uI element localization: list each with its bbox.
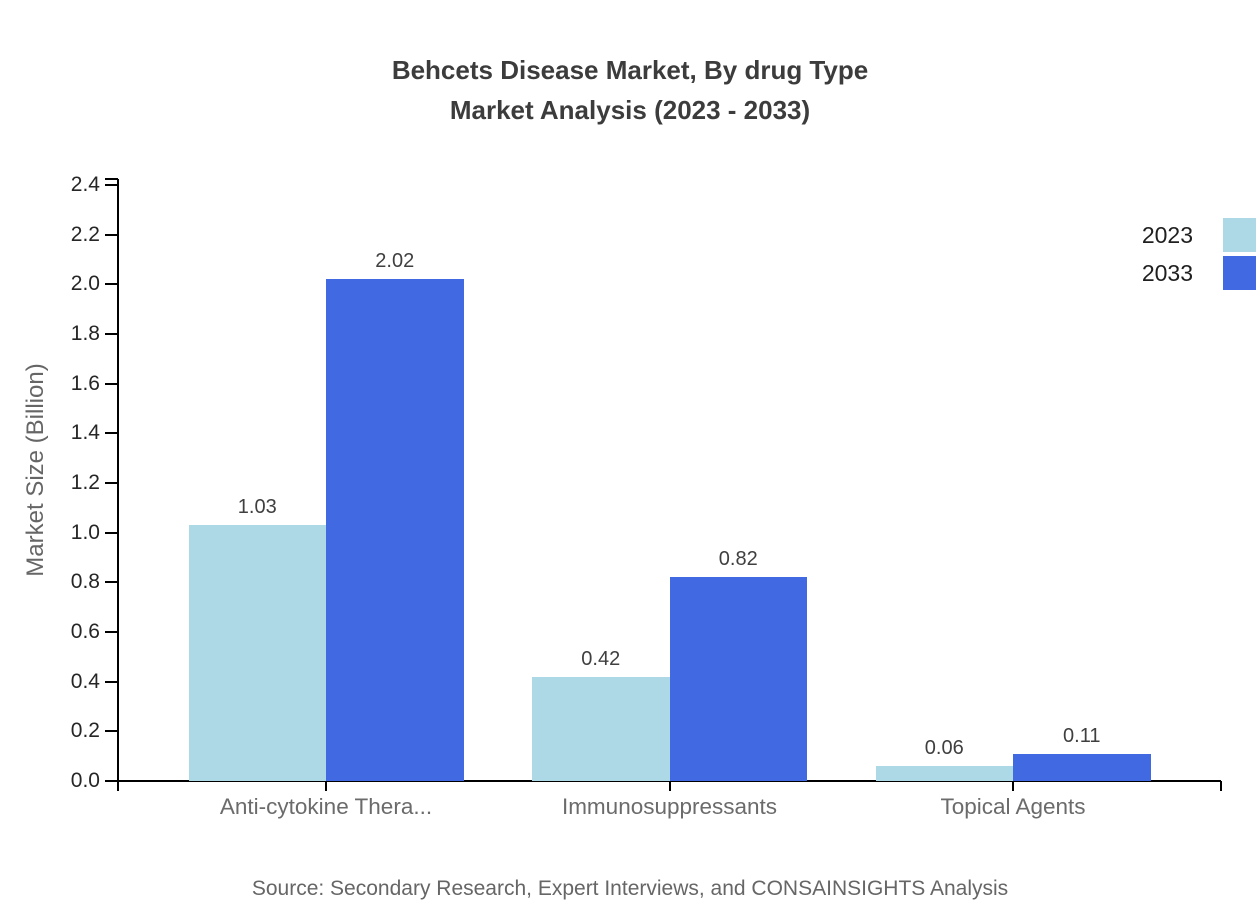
y-tick-label: 1.4 [70, 421, 100, 445]
y-tick [105, 730, 118, 733]
x-category-label: Topical Agents [940, 794, 1086, 819]
y-tick-label: 0.0 [70, 769, 100, 792]
legend-item-2023[interactable]: 2023 [1142, 218, 1256, 252]
legend-swatch [1223, 256, 1256, 290]
y-tick [105, 531, 118, 534]
y-axis-end-tick [105, 178, 118, 180]
x-tick [1220, 781, 1222, 791]
bar-value-label: 2.02 [375, 250, 415, 273]
legend-swatch [1223, 218, 1256, 252]
y-tick [105, 482, 118, 484]
y-tick-label: 0.8 [70, 570, 100, 594]
y-tick [105, 382, 118, 385]
bar-2033 [1013, 753, 1151, 781]
legend: 2023 2033 [1142, 218, 1256, 294]
bar-value-label: 0.11 [1063, 724, 1101, 747]
x-tick [668, 781, 671, 791]
chart-title: Behcets Disease Market, By drug Type Mar… [0, 50, 1260, 130]
bar-2023 [875, 766, 1013, 781]
x-tick [325, 781, 327, 791]
y-tick [105, 780, 118, 782]
bar-value-label: 0.42 [581, 647, 621, 670]
y-tick [105, 631, 118, 633]
legend-label: 2033 [1141, 259, 1193, 286]
y-tick [105, 581, 118, 584]
y-tick [105, 333, 118, 335]
y-axis-line [117, 179, 119, 791]
y-tick-label: 0.2 [70, 719, 100, 743]
y-tick-label: 1.2 [70, 471, 100, 494]
source-note: Source: Secondary Research, Expert Inter… [251, 877, 1009, 900]
y-tick-label: 0.6 [70, 620, 100, 643]
y-tick [105, 283, 118, 286]
chart-title-line1: Behcets Disease Market, By drug Type [391, 55, 869, 85]
x-tick [1012, 781, 1014, 791]
legend-item-2033[interactable]: 2033 [1142, 256, 1256, 290]
y-tick-label: 1.6 [70, 371, 100, 395]
bar-value-label: 0.06 [924, 737, 964, 760]
y-tick-label: 0.4 [70, 669, 100, 693]
y-tick-label: 1.8 [70, 322, 100, 345]
bar-2023 [188, 525, 326, 781]
y-tick-label: 1.0 [70, 520, 100, 544]
bar-2033 [326, 279, 464, 781]
y-tick-label: 2.2 [70, 222, 100, 246]
y-tick [105, 233, 118, 236]
bar-value-label: 0.82 [718, 548, 758, 571]
bar-2033 [669, 577, 807, 781]
x-axis-line [112, 780, 1221, 782]
bar-value-label: 1.03 [237, 496, 277, 519]
y-tick [105, 680, 118, 683]
legend-label: 2023 [1141, 221, 1193, 248]
y-tick-label: 2.4 [70, 173, 100, 196]
y-tick [105, 432, 118, 435]
x-category-label: Anti-cytokine Thera... [219, 794, 433, 819]
bar-2023 [532, 676, 670, 781]
y-tick [105, 184, 118, 186]
chart-title-line2: Market Analysis (2023 - 2033) [449, 95, 811, 125]
x-category-label: Immunosuppressants [561, 794, 778, 819]
y-tick-label: 2.0 [70, 272, 100, 296]
